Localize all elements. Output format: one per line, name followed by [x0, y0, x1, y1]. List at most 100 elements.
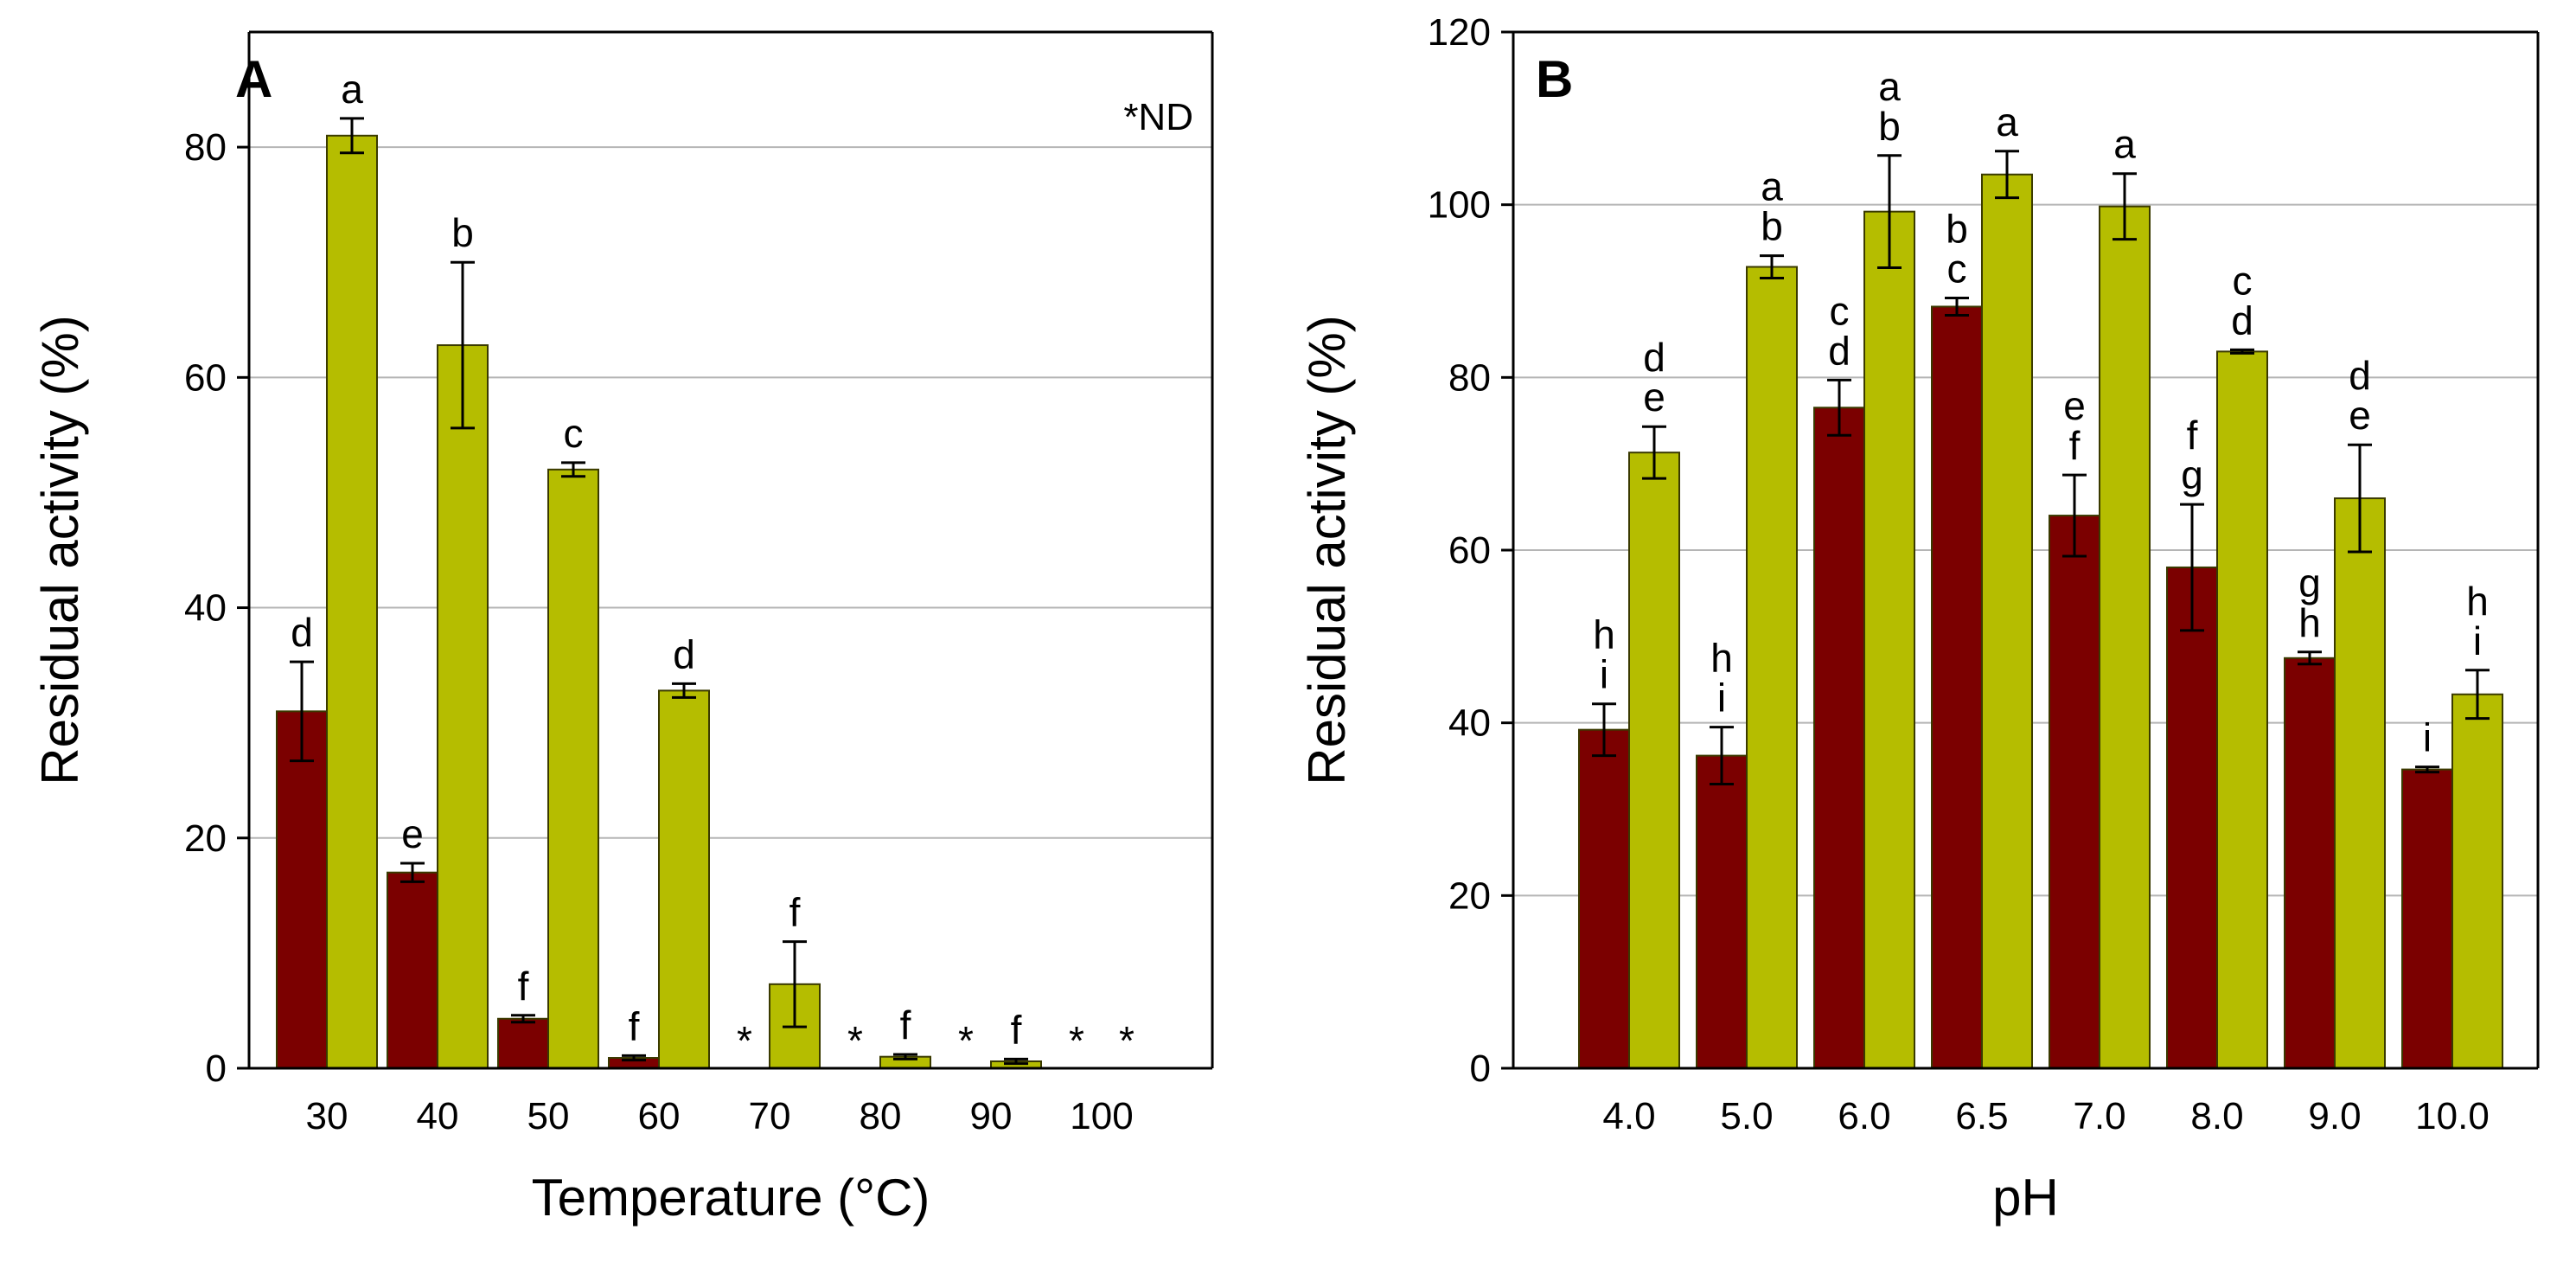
x-tick-label: 10.0 [2415, 1095, 2490, 1137]
x-tick-label: 5.0 [1720, 1095, 1773, 1137]
significance-letter: a [2113, 122, 2136, 167]
bar [2216, 350, 2268, 1069]
significance-letter: b [1761, 204, 1783, 249]
bar [1931, 305, 1983, 1070]
x-tick-label: 9.0 [2308, 1095, 2361, 1137]
significance-letter: h [2298, 600, 2321, 645]
significance-letter: d [1643, 335, 1665, 380]
x-tick-label: 80 [860, 1095, 902, 1137]
significance-letter: g [2298, 561, 2321, 605]
y-tick-label: 80 [1448, 356, 1491, 399]
significance-letter: f [2187, 413, 2198, 458]
significance-letter: c [1830, 288, 1850, 333]
bar [387, 871, 438, 1070]
significance-letter: e [2063, 383, 2086, 428]
significance-letter: f [1011, 1007, 1022, 1052]
significance-letter: d [2231, 298, 2253, 343]
significance-letter: h [2466, 579, 2489, 624]
significance-letter: f [2069, 423, 2081, 468]
panel-b-chart: ihed4.0ihba5.0dcba6.0cba6.5fea7.0gfdc8.0… [1298, 11, 2540, 1227]
bar [2099, 205, 2151, 1069]
significance-letter: h [1593, 612, 1615, 657]
x-tick-label: 6.0 [1838, 1095, 1890, 1137]
nd-marker: * [737, 1018, 752, 1063]
y-tick-label: 20 [1448, 874, 1491, 917]
x-tick-label: 6.5 [1955, 1095, 2008, 1137]
significance-letter: c [1947, 246, 1967, 291]
bar [2401, 768, 2453, 1069]
bar [2166, 566, 2218, 1069]
bar [1746, 266, 1798, 1069]
significance-letter: i [1717, 676, 1726, 721]
bar [2334, 497, 2386, 1069]
significance-letter: f [900, 1003, 911, 1047]
significance-letter: b [451, 210, 474, 255]
y-tick-label: 40 [184, 587, 227, 630]
y-tick-label: 40 [1448, 702, 1491, 745]
x-tick-label: 100 [1070, 1095, 1133, 1137]
bar [547, 468, 599, 1069]
significance-letter: d [673, 631, 695, 676]
bar [658, 689, 710, 1069]
panel-a-chart: d a 30 e b 40 f c 50 f d 60 * f 70 * f 80 * f 90 * * 100 0 20 40 60… [31, 30, 1214, 1227]
bar [437, 344, 489, 1070]
bar [2049, 515, 2100, 1069]
nd-marker: * [1119, 1018, 1135, 1063]
y-tick-label: 20 [184, 817, 227, 860]
x-tick-label: 40 [417, 1095, 459, 1137]
panel-label: A [235, 50, 272, 108]
significance-letter: a [1996, 99, 2018, 144]
significance-letter: f [518, 964, 529, 1009]
significance-letter: c [2233, 258, 2253, 303]
nd-marker: * [1069, 1018, 1084, 1063]
x-tick-label: 8.0 [2190, 1095, 2243, 1137]
x-tick-label: 50 [527, 1095, 570, 1137]
significance-letter: a [341, 67, 363, 112]
x-axis-title: Temperature (°C) [532, 1169, 930, 1227]
significance-letter: d [291, 610, 313, 655]
bar [1696, 754, 1748, 1069]
nd-marker: * [958, 1018, 974, 1063]
significance-letter: i [1600, 652, 1608, 697]
y-tick-label: 0 [1470, 1047, 1491, 1090]
significance-letter: e [401, 811, 424, 856]
significance-letter: i [2423, 715, 2432, 760]
x-tick-label: 90 [970, 1095, 1013, 1137]
y-tick-label: 60 [1448, 529, 1491, 572]
significance-letter: e [1643, 375, 1665, 420]
y-tick-label: 0 [206, 1047, 227, 1090]
bar [1863, 210, 1915, 1070]
x-tick-label: 60 [638, 1095, 681, 1137]
bar [1578, 728, 1630, 1069]
significance-letter: c [564, 411, 584, 456]
y-tick-label: 100 [1428, 184, 1491, 227]
nd-note: *ND [1123, 96, 1193, 138]
significance-letter: h [1710, 636, 1733, 681]
y-axis-title: Residual activity (%) [31, 315, 89, 785]
y-axis-title: Residual activity (%) [1298, 315, 1356, 785]
x-tick-label: 30 [306, 1095, 348, 1137]
significance-letter: d [2349, 353, 2371, 398]
significance-letter: a [1761, 164, 1783, 209]
bar [1628, 452, 1680, 1069]
significance-letter: b [1878, 104, 1901, 149]
bar [326, 134, 378, 1069]
x-tick-label: 4.0 [1602, 1095, 1655, 1137]
significance-letter: f [629, 1003, 640, 1048]
x-axis-title: pH [1992, 1169, 2059, 1227]
significance-letter: a [1878, 64, 1901, 109]
significance-letter: g [2181, 452, 2203, 497]
y-tick-label: 120 [1428, 11, 1491, 54]
bar [497, 1017, 549, 1069]
x-tick-label: 70 [749, 1095, 791, 1137]
significance-letter: i [2473, 618, 2482, 663]
bar [2451, 693, 2503, 1069]
significance-letter: e [2349, 393, 2371, 438]
bar [2284, 657, 2336, 1070]
significance-letter: d [1828, 328, 1851, 373]
significance-letter: b [1946, 206, 1968, 251]
nd-marker: * [847, 1018, 863, 1063]
y-tick-label: 60 [184, 356, 227, 399]
y-tick-label: 80 [184, 126, 227, 169]
